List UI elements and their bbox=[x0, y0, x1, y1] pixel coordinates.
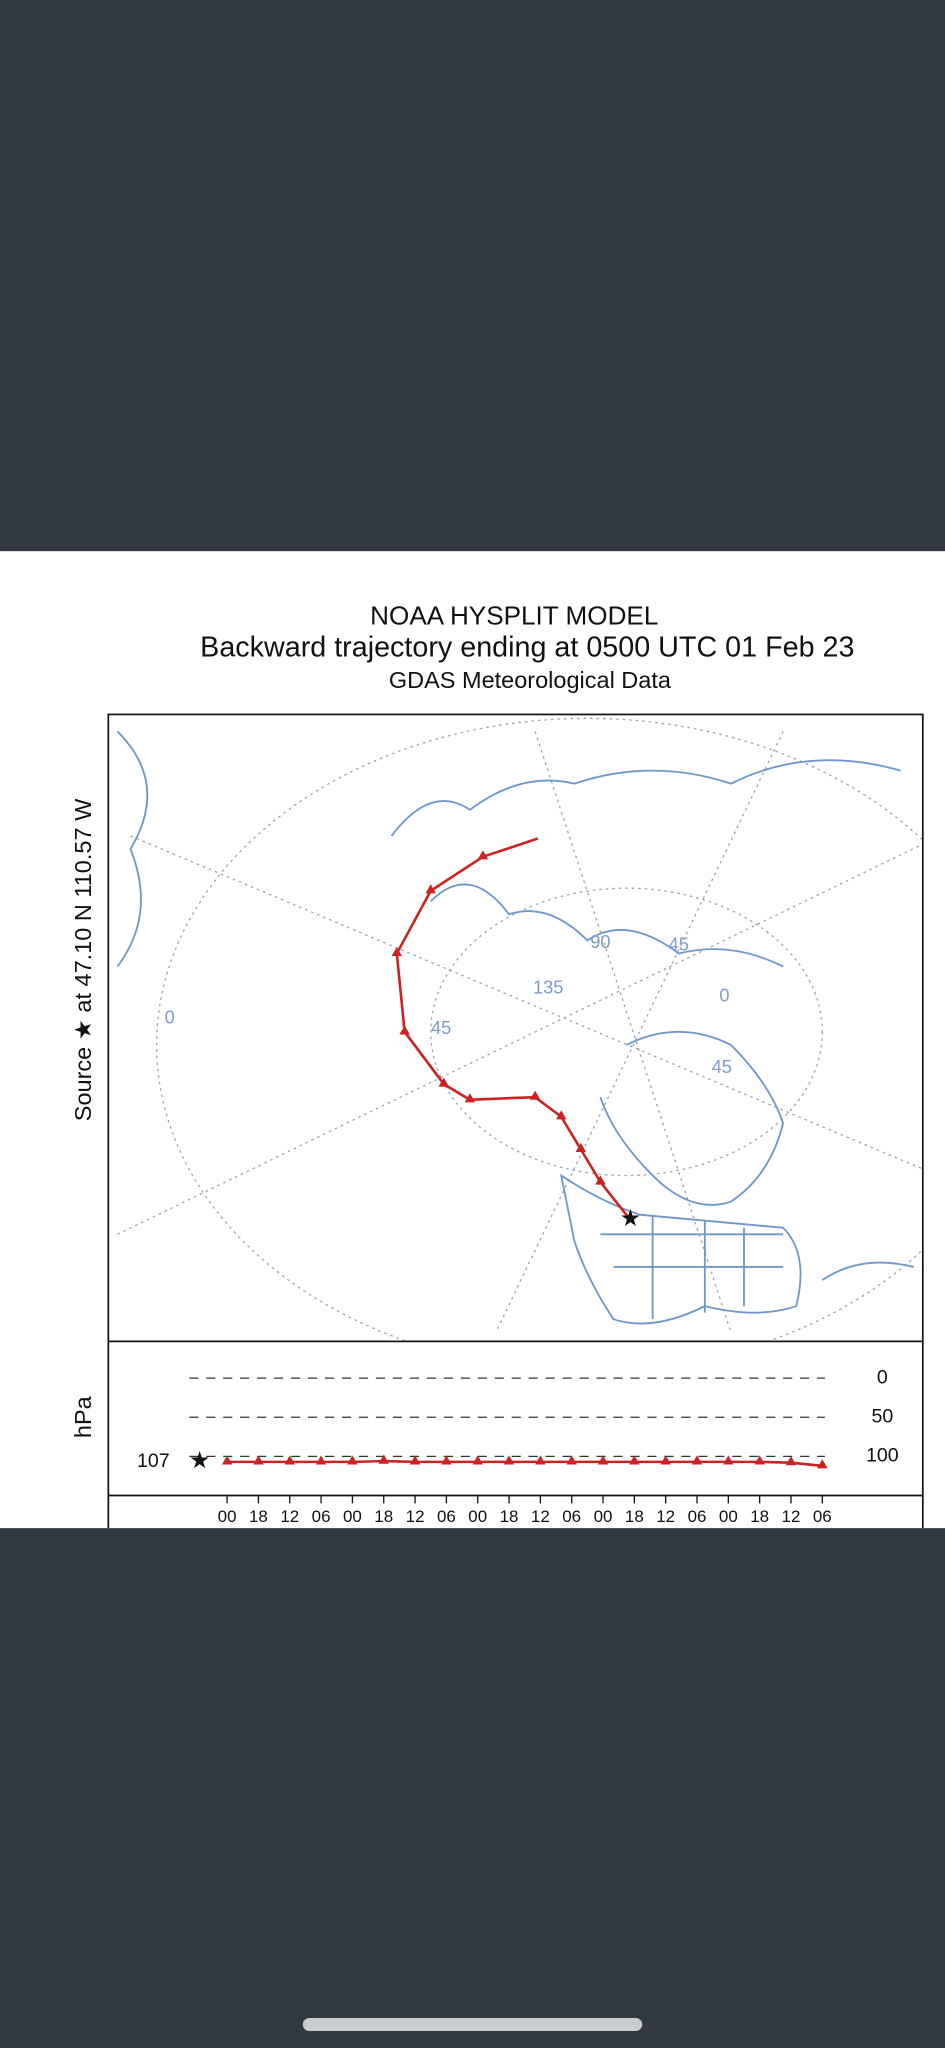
source-label: Source ★ at 47.10 N 110.57 W bbox=[70, 798, 96, 1121]
y-tick-label: 0 bbox=[877, 1366, 888, 1388]
state-borders bbox=[600, 1214, 784, 1320]
x-tick-label: 00 bbox=[594, 1507, 613, 1526]
x-tick-label: 06 bbox=[688, 1507, 707, 1526]
pressure-marker bbox=[315, 1455, 327, 1465]
pressure-marker bbox=[409, 1455, 421, 1465]
grid-label: 135 bbox=[533, 977, 563, 998]
y-tick-label: 50 bbox=[871, 1405, 893, 1427]
pressure-line bbox=[227, 1459, 823, 1468]
pressure-marker bbox=[441, 1455, 452, 1465]
data-source: GDAS Meteorological Data bbox=[389, 667, 672, 693]
pressure-marker bbox=[723, 1455, 734, 1465]
x-tick-label: 12 bbox=[531, 1507, 550, 1526]
start-star: ★ bbox=[189, 1447, 210, 1473]
pressure-marker bbox=[503, 1455, 515, 1465]
pressure-marker bbox=[253, 1455, 264, 1465]
pressure-marker bbox=[754, 1455, 765, 1465]
map: ★ bbox=[116, 717, 923, 1342]
x-tick-label: 06 bbox=[562, 1507, 581, 1526]
x-tick-label: 18 bbox=[374, 1507, 393, 1526]
x-tick-label: 12 bbox=[782, 1507, 801, 1526]
pressure-marker bbox=[347, 1455, 358, 1465]
x-tick-label: 12 bbox=[280, 1507, 299, 1526]
x-tick-label: 00 bbox=[719, 1507, 738, 1526]
pressure-marker bbox=[221, 1455, 233, 1465]
graticule bbox=[430, 887, 823, 1177]
x-tick-label: 00 bbox=[218, 1507, 237, 1526]
start-pressure-label: 107 bbox=[137, 1450, 170, 1472]
pressure-marker bbox=[284, 1455, 295, 1465]
pressure-marker bbox=[785, 1456, 797, 1466]
x-tick-label: 18 bbox=[750, 1507, 769, 1526]
subtitle: Backward trajectory ending at 0500 UTC 0… bbox=[200, 632, 854, 664]
x-tick-label: 18 bbox=[249, 1507, 268, 1526]
x-tick-label: 00 bbox=[468, 1507, 487, 1526]
x-tick-label: 00 bbox=[343, 1507, 362, 1526]
frame bbox=[107, 713, 924, 1529]
grid-label: 0 bbox=[719, 984, 729, 1005]
pressure-marker bbox=[378, 1454, 389, 1464]
x-tick-label: 06 bbox=[813, 1507, 832, 1526]
pressure-marker bbox=[660, 1455, 671, 1465]
pressure-marker bbox=[597, 1455, 609, 1465]
graticule bbox=[534, 731, 732, 1333]
x-tick-label: 06 bbox=[437, 1507, 456, 1526]
pressure-marker bbox=[535, 1455, 546, 1465]
x-tick-label: 12 bbox=[656, 1507, 675, 1526]
pressure-marker bbox=[629, 1455, 640, 1465]
image[interactable] bbox=[0, 551, 945, 1529]
x-tick-label: 06 bbox=[312, 1507, 331, 1526]
y-axis-label: hPa bbox=[70, 1395, 96, 1438]
home-indicator[interactable] bbox=[302, 2017, 643, 2032]
x-tick-label: 12 bbox=[406, 1507, 425, 1526]
y-tick-label: 100 bbox=[866, 1445, 899, 1467]
grid-label: 45 bbox=[669, 933, 689, 954]
grid-label: 45 bbox=[431, 1017, 451, 1038]
pressure-marker bbox=[817, 1459, 828, 1469]
pressure-marker bbox=[566, 1455, 577, 1465]
x-tick-label: 18 bbox=[625, 1507, 644, 1526]
source-star: ★ bbox=[620, 1205, 641, 1231]
pressure-marker bbox=[691, 1455, 703, 1465]
graticule bbox=[156, 717, 923, 1342]
grid-label: 45 bbox=[712, 1056, 732, 1077]
trajectory bbox=[395, 837, 632, 1221]
title: NOAA HYSPLIT MODEL bbox=[370, 601, 658, 631]
coastline bbox=[116, 730, 914, 1325]
trajectory-markers bbox=[391, 850, 606, 1185]
grid-label: 0 bbox=[165, 1007, 175, 1028]
x-tick-label: 18 bbox=[500, 1507, 519, 1526]
pressure-marker bbox=[472, 1455, 483, 1465]
graticule bbox=[117, 843, 923, 1235]
grid-label: 90 bbox=[590, 931, 610, 952]
